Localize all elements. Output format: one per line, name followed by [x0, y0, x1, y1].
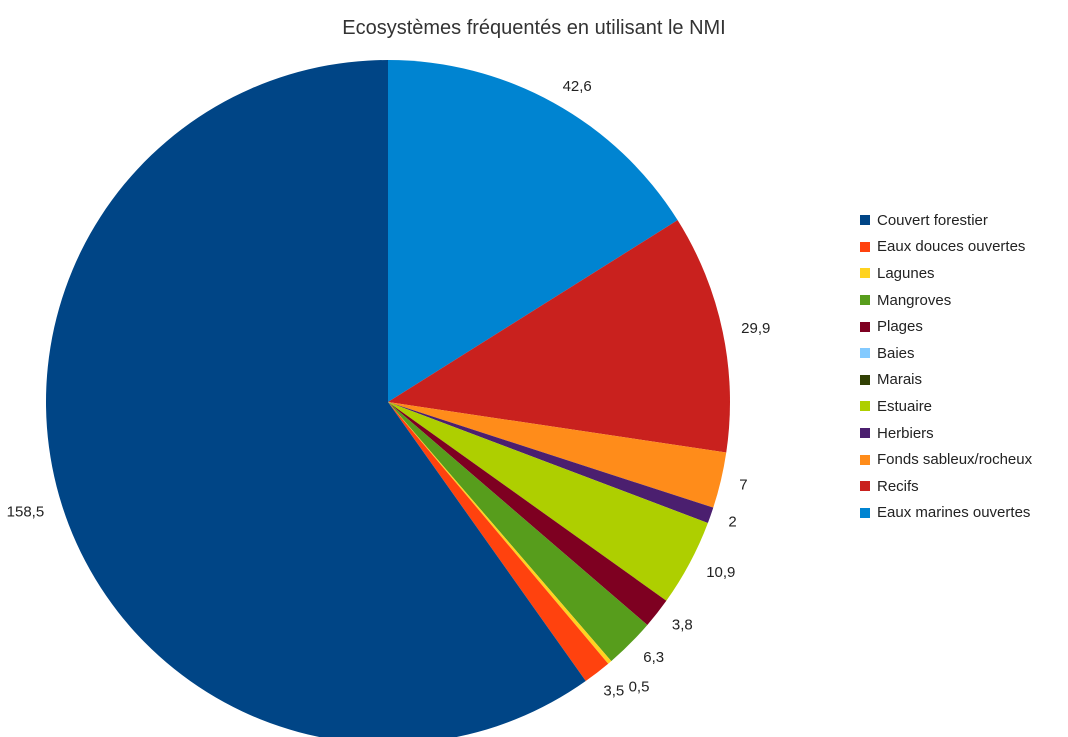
legend-label: Baies	[877, 344, 915, 362]
legend-label: Eaux marines ouvertes	[877, 504, 1031, 522]
data-label-plages: 3,8	[672, 617, 693, 634]
legend-item-plages: Plages	[860, 313, 1032, 340]
data-label-herbiers: 2	[728, 514, 736, 531]
pie-slice-eaux-marines-ouvertes	[388, 60, 678, 402]
pie-slice-lagunes	[388, 402, 612, 664]
pie-slice-herbiers	[388, 402, 714, 523]
pie-slice-mangroves	[388, 402, 648, 662]
legend-item-herbiers: Herbiers	[860, 420, 1032, 447]
legend-label: Estuaire	[877, 397, 933, 415]
chart-legend: Couvert forestier Eaux douces ouvertes Lag…	[860, 207, 1032, 526]
legend-label: Recifs	[877, 477, 919, 495]
chart-title: Ecosystèmes fréquentés en utilisant le N…	[342, 17, 726, 39]
legend-swatch	[860, 401, 870, 412]
legend-label: Fonds sableux/rocheux	[877, 451, 1033, 469]
legend-label: Herbiers	[877, 424, 934, 442]
legend-swatch	[860, 295, 870, 306]
legend-item-baies: Baies	[860, 340, 1032, 367]
data-label-fonds-sableux-rocheux: 7	[739, 477, 747, 494]
data-label-recifs: 29,9	[741, 320, 770, 337]
data-label-eaux-douces-ouvertes: 3,5	[603, 683, 624, 700]
pie-slice-plages	[388, 402, 667, 625]
legend-swatch	[860, 215, 870, 226]
legend-swatch	[860, 241, 870, 252]
data-label-mangroves: 6,3	[643, 649, 664, 666]
legend-label: Couvert forestier	[877, 211, 988, 229]
legend-item-marais: Marais	[860, 367, 1032, 394]
data-label-couvert-forestier: 158,5	[7, 503, 45, 520]
legend-item-couvert-forestier: Couvert forestier	[860, 207, 1032, 234]
legend-swatch	[860, 268, 870, 279]
pie-slice-couvert-forestier	[46, 60, 586, 737]
legend-swatch	[860, 481, 870, 492]
legend-label: Plages	[877, 318, 923, 336]
legend-swatch	[860, 428, 870, 439]
legend-swatch	[860, 507, 870, 518]
legend-swatch	[860, 454, 870, 465]
legend-item-lagunes: Lagunes	[860, 260, 1032, 287]
legend-swatch	[860, 374, 870, 385]
legend-item-estuaire: Estuaire	[860, 393, 1032, 420]
data-label-lagunes: 0,5	[629, 679, 650, 696]
legend-item-mangroves: Mangroves	[860, 287, 1032, 314]
data-label-estuaire: 10,9	[706, 564, 735, 581]
legend-item-fonds-sableux-rocheux: Fonds sableux/rocheux	[860, 446, 1032, 473]
legend-item-eaux-marines-ouvertes: Eaux marines ouvertes	[860, 500, 1032, 527]
legend-label: Lagunes	[877, 264, 935, 282]
pie-slice-recifs	[388, 220, 730, 453]
pie-slice-eaux-douces-ouvertes	[388, 402, 609, 682]
pie-slice-fonds-sableux-rocheux	[388, 402, 727, 508]
legend-label: Mangroves	[877, 291, 952, 309]
legend-item-eaux-douces-ouvertes: Eaux douces ouvertes	[860, 234, 1032, 261]
data-label-eaux-marines-ouvertes: 42,6	[563, 78, 592, 95]
legend-label: Marais	[877, 371, 923, 389]
pie-slices	[46, 60, 730, 737]
legend-item-recifs: Recifs	[860, 473, 1032, 500]
legend-swatch	[860, 348, 870, 359]
legend-swatch	[860, 321, 870, 332]
pie-slice-estuaire	[388, 402, 708, 601]
legend-label: Eaux douces ouvertes	[877, 238, 1026, 256]
pie-data-labels: 42,6 29,9 7 2 10,9 3,8 6,3 0,5 3,5 158,5	[7, 78, 771, 699]
